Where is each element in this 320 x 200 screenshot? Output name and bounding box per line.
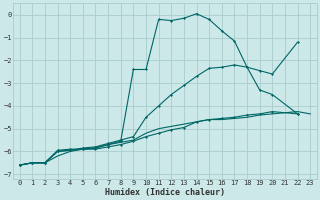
X-axis label: Humidex (Indice chaleur): Humidex (Indice chaleur) [105,188,225,197]
